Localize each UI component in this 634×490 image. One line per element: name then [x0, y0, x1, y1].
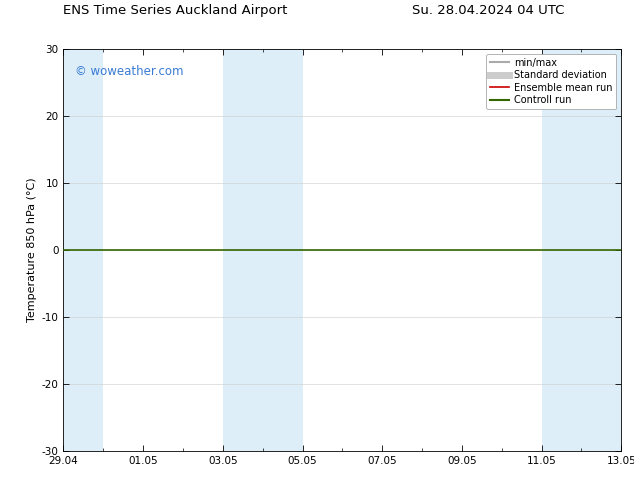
Y-axis label: Temperature 850 hPa (°C): Temperature 850 hPa (°C): [27, 177, 37, 322]
Legend: min/max, Standard deviation, Ensemble mean run, Controll run: min/max, Standard deviation, Ensemble me…: [486, 54, 616, 109]
Bar: [63, 49, 103, 451]
Text: ENS Time Series Auckland Airport: ENS Time Series Auckland Airport: [63, 4, 288, 17]
Text: © woweather.com: © woweather.com: [75, 65, 183, 78]
Text: Su. 28.04.2024 04 UTC: Su. 28.04.2024 04 UTC: [412, 4, 564, 17]
Bar: [541, 49, 621, 451]
Bar: [223, 49, 302, 451]
